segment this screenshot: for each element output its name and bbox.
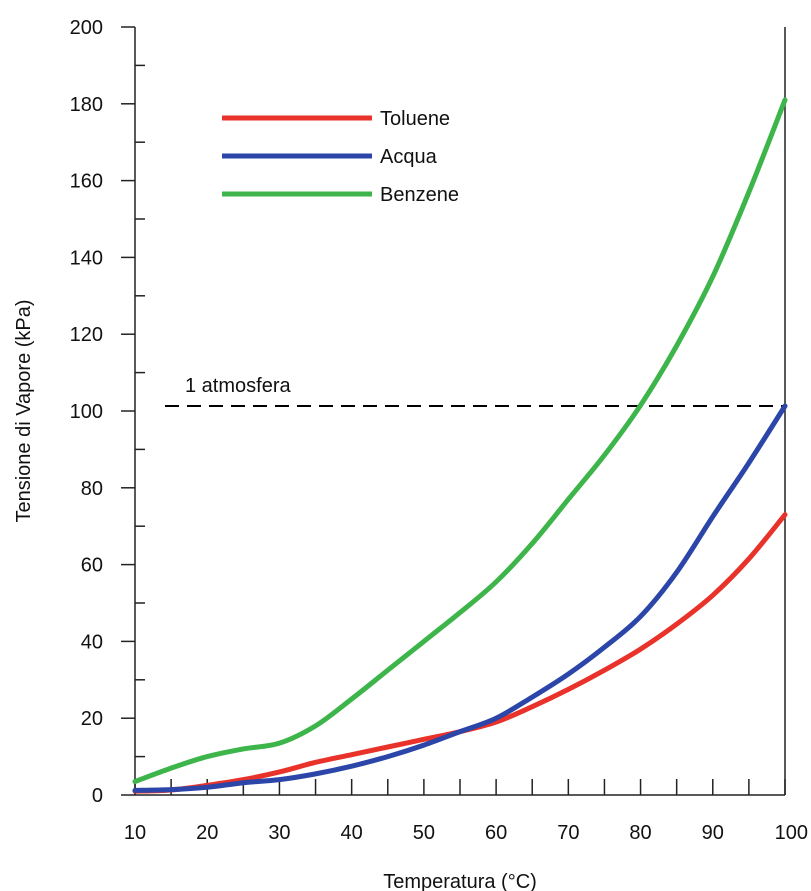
legend-label-benzene: Benzene [380,184,459,206]
y-axis-title: Tensione di Vapore (kPa) [13,299,35,522]
x-tick-label: 40 [341,822,363,844]
y-tick-label: 100 [70,401,103,423]
x-tick-label: 60 [485,822,507,844]
series-group [132,97,788,794]
y-tick-label: 180 [70,94,103,116]
y-tick-label: 40 [81,631,103,653]
reference-line-group: 1 atmosfera [165,375,785,408]
y-tick-label: 0 [92,785,103,807]
legend-label-toluene: Toluene [380,108,450,130]
series-line-benzene [132,97,788,785]
x-tick-label: 50 [413,822,435,844]
y-tick-label: 160 [70,171,103,193]
y-tick-label: 200 [70,17,103,39]
x-tick-label: 80 [629,822,651,844]
x-ticks: 10 20 30 40 50 60 70 80 90 100 [124,779,808,844]
x-tick-label: 90 [702,822,724,844]
x-tick-label: 20 [196,822,218,844]
x-tick-label: 100 [775,822,808,844]
atmosphere-label: 1 atmosfera [185,375,291,397]
x-tick-label: 70 [557,822,579,844]
legend: Toluene Acqua Benzene [222,108,459,206]
legend-label-acqua: Acqua [380,146,438,168]
x-tick-label: 10 [124,822,146,844]
y-tick-label: 140 [70,247,103,269]
y-ticks: 0 20 40 60 80 100 120 140 160 180 200 [70,17,145,807]
y-tick-label: 60 [81,555,103,577]
x-tick-label: 30 [268,822,290,844]
x-axis-title: Temperatura (°C) [383,871,537,891]
series-line-acqua [132,403,788,793]
plot-area [134,27,786,796]
y-tick-label: 120 [70,324,103,346]
y-tick-label: 20 [81,708,103,730]
y-tick-label: 80 [81,478,103,500]
